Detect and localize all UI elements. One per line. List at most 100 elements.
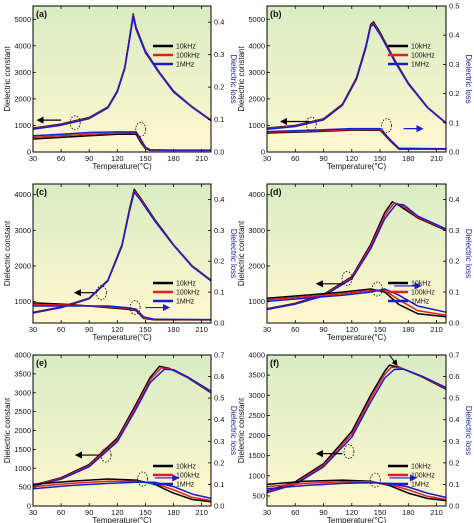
y2-axis-label: Dielectric loss xyxy=(464,406,473,455)
y-tick-label: 3000 xyxy=(14,226,31,235)
series-line-1MHz-left xyxy=(266,368,447,494)
y-tick-label: 4000 xyxy=(248,190,265,199)
y2-tick-label: 0.1 xyxy=(449,288,459,297)
x-tick-label: 150 xyxy=(139,508,152,517)
y2-tick-label: 0.2 xyxy=(214,458,224,467)
y2-tick-label: 0.2 xyxy=(214,83,224,92)
y2-tick-label: 0.3 xyxy=(214,50,224,59)
dashed-circle-annotation xyxy=(129,300,141,315)
plot-frame xyxy=(266,183,447,324)
x-tick-label: 60 xyxy=(291,154,299,163)
y-tick-label: 2000 xyxy=(14,426,31,435)
y2-tick-label: 0.0 xyxy=(449,502,459,511)
y2-tick-label: 0.5 xyxy=(449,2,459,11)
dashed-circle-annotation xyxy=(305,116,317,132)
y2-tick-label: 0.7 xyxy=(449,351,459,360)
legend-label: 1MHz xyxy=(411,299,430,306)
x-tick-label: 150 xyxy=(374,508,387,517)
y-tick-label: 4000 xyxy=(248,351,265,360)
x-tick-label: 90 xyxy=(85,325,93,334)
y-axis-label: Dielectric constant xyxy=(237,397,246,463)
x-tick-label: 30 xyxy=(263,154,271,163)
x-tick-label: 60 xyxy=(291,325,299,334)
y-axis-label: Dielectric constant xyxy=(237,220,246,286)
y2-axis-label: Dielectric loss xyxy=(464,54,473,103)
panel-d: (d) 30 60 90 120 150 180 210 Temperature(°C) 1000… xyxy=(237,183,473,342)
y-tick-label: 3000 xyxy=(14,68,31,77)
y-tick-label: 3000 xyxy=(248,68,265,77)
y2-tick-label: 0.4 xyxy=(449,415,459,424)
panel-f: (f) 30 60 90 120 150 180 210 Temperature(°C) 500 1… xyxy=(237,351,473,523)
y-tick-label: 3000 xyxy=(14,388,31,397)
y-tick-label: 2000 xyxy=(248,94,265,103)
y2-tick-label: 0.1 xyxy=(449,480,459,489)
legend-label: 1MHz xyxy=(176,62,195,69)
dashed-circle-annotation xyxy=(69,115,81,131)
dashed-circle-annotation xyxy=(341,271,353,286)
dashed-circle-annotation xyxy=(381,118,393,134)
x-axis-label: Temperature(°C) xyxy=(92,333,152,342)
y-tick-label: 4000 xyxy=(14,41,31,50)
y-tick-label: 2000 xyxy=(248,261,265,270)
x-axis-label: Temperature(°C) xyxy=(327,516,387,523)
x-tick-label: 180 xyxy=(167,508,180,517)
x-tick-label: 210 xyxy=(430,508,443,517)
plot-background xyxy=(267,184,446,323)
y-tick-label: 1500 xyxy=(248,451,265,460)
legend-label: 100kHz xyxy=(411,53,435,60)
x-tick-label: 210 xyxy=(430,325,443,334)
panel-label: (b) xyxy=(270,9,282,19)
y2-tick-label: 0.0 xyxy=(214,319,224,328)
y2-tick-label: 0.0 xyxy=(214,148,224,157)
y2-tick-label: 0.1 xyxy=(214,480,224,489)
dashed-circle-annotation xyxy=(369,472,381,488)
x-tick-label: 210 xyxy=(195,508,208,517)
panel-label: (e) xyxy=(36,358,47,368)
x-tick-label: 180 xyxy=(402,508,415,517)
y2-tick-label: 0.2 xyxy=(214,257,224,266)
legend-label: 10kHz xyxy=(176,464,196,471)
x-tick-label: 30 xyxy=(29,154,37,163)
y2-axis-label: Dielectric loss xyxy=(229,54,238,103)
dashed-circle-annotation xyxy=(343,444,355,460)
y-tick-label: 4000 xyxy=(14,351,31,360)
x-tick-label: 210 xyxy=(430,154,443,163)
x-tick-label: 210 xyxy=(195,154,208,163)
x-tick-label: 180 xyxy=(402,325,415,334)
x-tick-label: 150 xyxy=(374,325,387,334)
x-tick-label: 120 xyxy=(346,325,359,334)
y2-tick-label: 0.2 xyxy=(449,458,459,467)
y-tick-label: 2000 xyxy=(14,261,31,270)
plot-frame xyxy=(266,5,447,153)
legend-label: 100kHz xyxy=(176,290,200,297)
legend-label: 10kHz xyxy=(411,464,431,471)
x-tick-label: 180 xyxy=(167,325,180,334)
y2-tick-label: 0.6 xyxy=(449,372,459,381)
y-tick-label: 4000 xyxy=(14,190,31,199)
y2-tick-label: 0.3 xyxy=(214,437,224,446)
dashed-circle-annotation xyxy=(137,471,149,487)
x-tick-label: 150 xyxy=(374,154,387,163)
y-tick-label: 3000 xyxy=(248,226,265,235)
panel-label: (c) xyxy=(36,187,47,197)
y2-tick-label: 0.2 xyxy=(449,89,459,98)
series-line-1MHz-left xyxy=(32,15,212,130)
x-axis-label: Temperature(°C) xyxy=(327,333,387,342)
y-tick-label: 1000 xyxy=(14,121,31,130)
panel-b: (b) 30 60 90 120 150 180 210 Temperature(°C) 0 100… xyxy=(237,2,473,172)
y2-tick-label: 0.3 xyxy=(449,60,459,69)
y-tick-label: 1000 xyxy=(14,464,31,473)
y2-tick-label: 0.3 xyxy=(449,226,459,235)
y-tick-label: 5000 xyxy=(248,15,265,24)
panel-label: (d) xyxy=(270,187,282,197)
legend-label: 10kHz xyxy=(411,281,431,288)
y-tick-label: 500 xyxy=(18,483,31,492)
panel-a: (a) 30 60 90 120 150 180 210 Temperature(°C) 0 100… xyxy=(3,5,238,171)
panel-e: (e) 30 60 90 120 150 180 210 Temperature(°C) 0 500… xyxy=(3,351,238,523)
y-tick-label: 0 xyxy=(27,148,31,157)
y2-tick-label: 0.5 xyxy=(449,394,459,403)
x-tick-label: 30 xyxy=(263,325,271,334)
y2-tick-label: 0.1 xyxy=(449,118,459,127)
x-tick-label: 120 xyxy=(111,154,124,163)
y2-tick-label: 0.3 xyxy=(449,437,459,446)
